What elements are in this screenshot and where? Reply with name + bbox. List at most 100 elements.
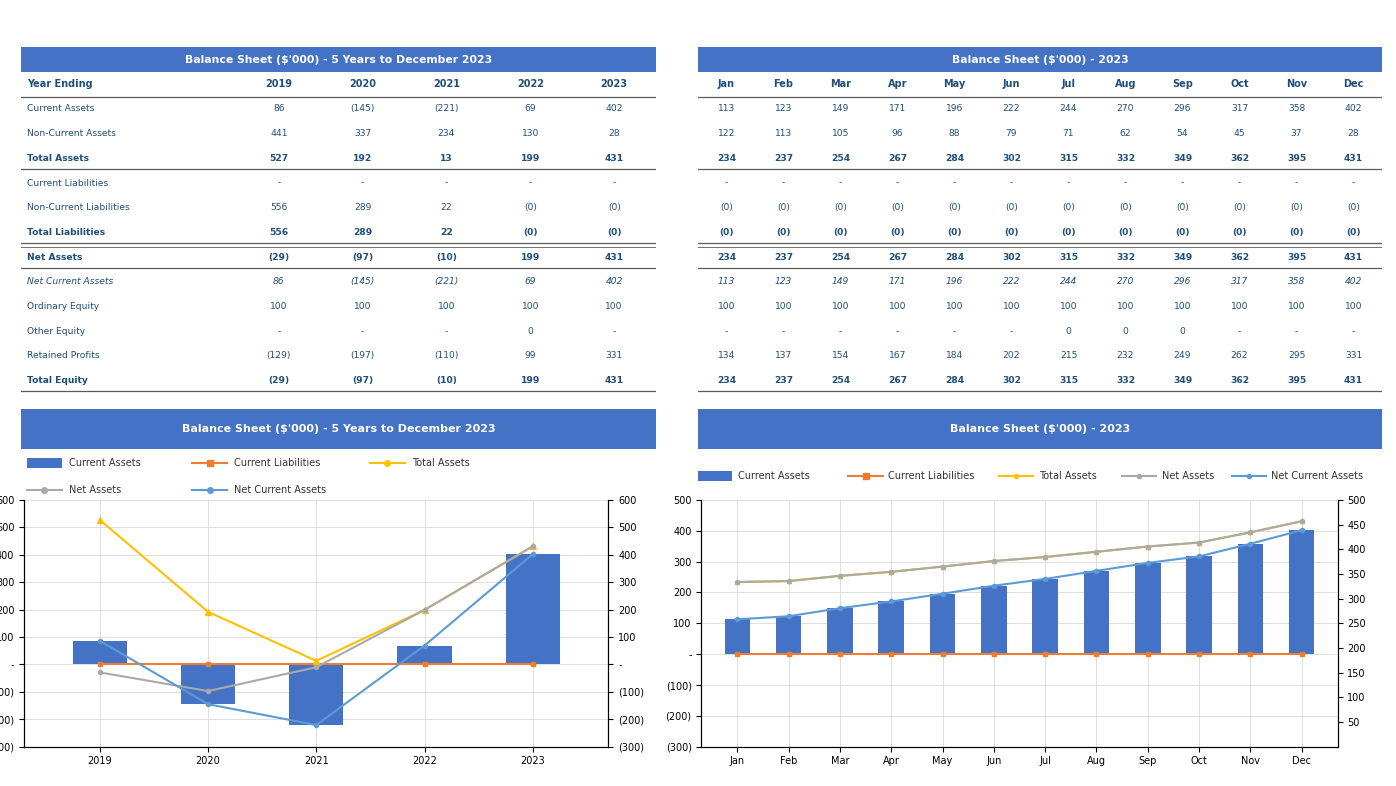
Bar bbox=[28, 457, 63, 468]
Text: 105: 105 bbox=[832, 129, 849, 138]
Text: 199: 199 bbox=[521, 252, 540, 262]
Text: -: - bbox=[445, 178, 448, 188]
Text: 254: 254 bbox=[831, 154, 850, 163]
Text: 395: 395 bbox=[1287, 154, 1307, 163]
Text: 86: 86 bbox=[274, 277, 285, 286]
Bar bbox=[1187, 556, 1212, 654]
Text: 395: 395 bbox=[1287, 376, 1307, 385]
Text: 349: 349 bbox=[1173, 154, 1192, 163]
Text: 100: 100 bbox=[355, 302, 371, 311]
Text: 100: 100 bbox=[522, 302, 539, 311]
Text: 2023: 2023 bbox=[600, 79, 628, 90]
Text: 349: 349 bbox=[1173, 376, 1192, 385]
Text: (0): (0) bbox=[1120, 204, 1132, 212]
Text: 267: 267 bbox=[888, 252, 907, 262]
Text: (0): (0) bbox=[719, 228, 734, 237]
Text: 0: 0 bbox=[1180, 327, 1185, 336]
Bar bbox=[725, 619, 750, 654]
Text: 22: 22 bbox=[440, 228, 452, 237]
Text: Total Equity: Total Equity bbox=[28, 376, 88, 385]
Bar bbox=[1083, 571, 1110, 654]
Text: -: - bbox=[1295, 178, 1298, 188]
Text: 100: 100 bbox=[775, 302, 793, 311]
Text: -: - bbox=[1351, 327, 1356, 336]
Text: -: - bbox=[445, 327, 448, 336]
Text: 402: 402 bbox=[1344, 105, 1362, 113]
Text: 100: 100 bbox=[889, 302, 906, 311]
Text: 331: 331 bbox=[606, 351, 623, 361]
Text: 184: 184 bbox=[946, 351, 963, 361]
Text: 79: 79 bbox=[1005, 129, 1018, 138]
Text: -: - bbox=[1181, 178, 1184, 188]
Text: 337: 337 bbox=[355, 129, 371, 138]
Text: 402: 402 bbox=[606, 105, 623, 113]
Text: 296: 296 bbox=[1174, 277, 1191, 286]
Text: 28: 28 bbox=[609, 129, 620, 138]
Text: 100: 100 bbox=[438, 302, 455, 311]
Text: 556: 556 bbox=[271, 204, 288, 212]
Text: -: - bbox=[896, 327, 899, 336]
Text: 395: 395 bbox=[1287, 252, 1307, 262]
Text: 431: 431 bbox=[1344, 252, 1362, 262]
Text: (0): (0) bbox=[776, 228, 790, 237]
Text: 99: 99 bbox=[525, 351, 536, 361]
Text: -: - bbox=[362, 327, 364, 336]
Text: 262: 262 bbox=[1231, 351, 1248, 361]
Text: 100: 100 bbox=[718, 302, 736, 311]
Text: Balance Sheet ($'000) - 5 Years to December 2023: Balance Sheet ($'000) - 5 Years to Decem… bbox=[181, 424, 496, 434]
Text: 113: 113 bbox=[718, 277, 736, 286]
Text: Current Liabilities: Current Liabilities bbox=[233, 457, 320, 468]
Text: (10): (10) bbox=[436, 376, 456, 385]
Text: 167: 167 bbox=[889, 351, 906, 361]
Text: Balance Sheet ($'000) - 5 Years to December 2023: Balance Sheet ($'000) - 5 Years to Decem… bbox=[184, 54, 493, 64]
Text: 362: 362 bbox=[1230, 376, 1249, 385]
Text: 100: 100 bbox=[1002, 302, 1020, 311]
Text: 315: 315 bbox=[1060, 252, 1078, 262]
Text: (97): (97) bbox=[352, 376, 373, 385]
Text: May: May bbox=[944, 79, 966, 90]
Text: 284: 284 bbox=[945, 252, 965, 262]
Text: 100: 100 bbox=[1287, 302, 1305, 311]
Text: -: - bbox=[613, 178, 616, 188]
Text: (129): (129) bbox=[267, 351, 290, 361]
Text: (0): (0) bbox=[948, 228, 962, 237]
Text: 0: 0 bbox=[1122, 327, 1128, 336]
Text: 402: 402 bbox=[606, 277, 623, 286]
Text: (0): (0) bbox=[1118, 228, 1132, 237]
Text: 431: 431 bbox=[604, 154, 624, 163]
Text: (0): (0) bbox=[1347, 204, 1360, 212]
Text: Balance Sheet ($'000) - 2023: Balance Sheet ($'000) - 2023 bbox=[952, 54, 1128, 64]
Text: -: - bbox=[782, 327, 785, 336]
Text: Jul: Jul bbox=[1061, 79, 1075, 90]
Text: (0): (0) bbox=[1346, 228, 1361, 237]
Text: (0): (0) bbox=[607, 204, 621, 212]
Text: 0: 0 bbox=[1065, 327, 1072, 336]
Text: Net Current Assets: Net Current Assets bbox=[1272, 472, 1364, 481]
Text: 431: 431 bbox=[604, 376, 624, 385]
Text: Total Assets: Total Assets bbox=[412, 457, 469, 468]
Text: Current Liabilities: Current Liabilities bbox=[28, 178, 109, 188]
Text: (221): (221) bbox=[434, 105, 459, 113]
Text: 202: 202 bbox=[1002, 351, 1020, 361]
Text: Current Assets: Current Assets bbox=[737, 472, 810, 481]
Text: Ordinary Equity: Ordinary Equity bbox=[28, 302, 99, 311]
Text: 270: 270 bbox=[1117, 105, 1135, 113]
Text: 171: 171 bbox=[889, 105, 906, 113]
Bar bbox=[1237, 544, 1263, 654]
Text: -: - bbox=[1009, 327, 1013, 336]
Text: 244: 244 bbox=[1060, 105, 1078, 113]
Bar bbox=[930, 593, 955, 654]
Text: 237: 237 bbox=[773, 154, 793, 163]
Text: 289: 289 bbox=[353, 228, 373, 237]
Text: 249: 249 bbox=[1174, 351, 1191, 361]
Text: Feb: Feb bbox=[773, 79, 793, 90]
Text: (0): (0) bbox=[778, 204, 790, 212]
Text: Current Assets: Current Assets bbox=[28, 105, 95, 113]
Text: (0): (0) bbox=[1233, 204, 1247, 212]
Text: 62: 62 bbox=[1120, 129, 1131, 138]
Text: (0): (0) bbox=[1175, 204, 1189, 212]
Text: -: - bbox=[1124, 178, 1127, 188]
Text: 315: 315 bbox=[1060, 376, 1078, 385]
Text: Net Assets: Net Assets bbox=[28, 252, 82, 262]
Text: Current Assets: Current Assets bbox=[68, 457, 141, 468]
